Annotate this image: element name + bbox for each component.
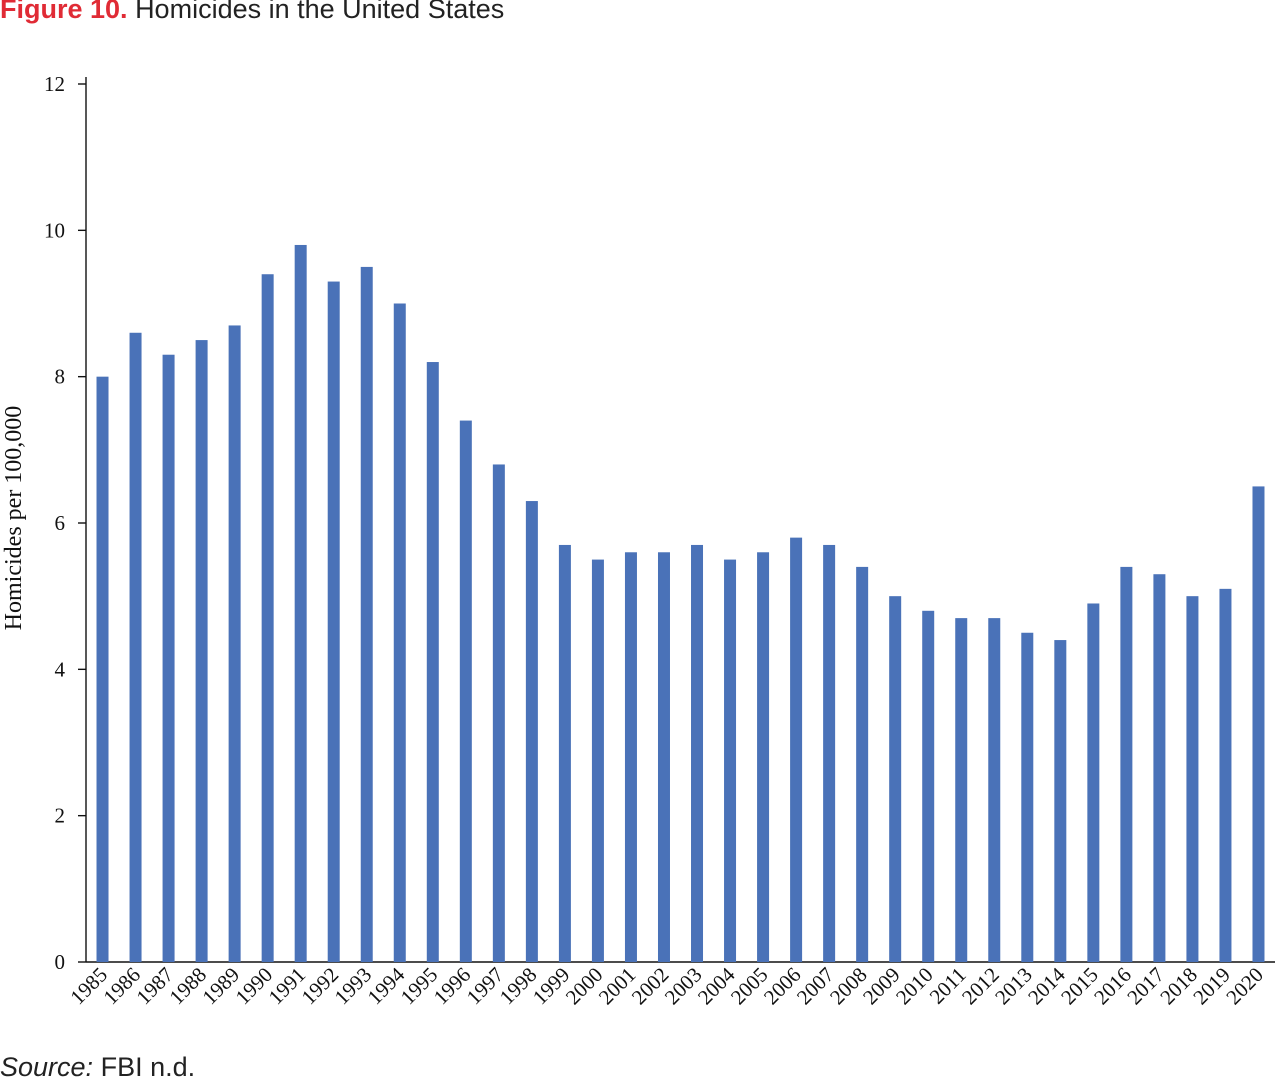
- bar-1997: [492, 464, 505, 962]
- bar-1990: [261, 274, 274, 962]
- source-label: Source:: [0, 1052, 94, 1082]
- bar-1989: [228, 325, 241, 962]
- bar-1993: [360, 266, 373, 963]
- bar-2010: [922, 610, 935, 962]
- source-note: Source: FBI n.d.: [0, 1052, 195, 1083]
- y-tick-label: 2: [55, 804, 66, 828]
- figure-title-text: Homicides in the United States: [135, 0, 505, 24]
- bar-2003: [691, 544, 704, 962]
- y-axis: 0 2 4 6 8 10 12: [44, 72, 87, 974]
- bar-2000: [591, 559, 604, 962]
- bar-1988: [195, 340, 208, 962]
- bar-2005: [757, 552, 770, 962]
- bar-2012: [988, 618, 1001, 962]
- bar-1985: [96, 376, 109, 963]
- bar-1998: [525, 501, 538, 962]
- bar-2013: [1021, 632, 1034, 962]
- bar-2001: [624, 552, 637, 962]
- bar-2016: [1120, 566, 1133, 962]
- y-tick-label: 12: [44, 72, 65, 96]
- bar-1995: [426, 362, 439, 962]
- bar-1999: [558, 544, 571, 962]
- bar-2002: [657, 552, 670, 962]
- y-tick-label: 10: [44, 218, 65, 242]
- bar-2009: [889, 596, 902, 962]
- figure-number: Figure 10.: [0, 0, 128, 24]
- bar-2006: [790, 537, 803, 962]
- bar-2004: [724, 559, 737, 962]
- figure-title: Figure 10. Homicides in the United State…: [0, 0, 504, 25]
- bar-1992: [327, 281, 340, 962]
- bar-2007: [823, 544, 836, 962]
- bar-2019: [1219, 588, 1232, 962]
- bar-2015: [1087, 603, 1100, 962]
- bar-2008: [856, 566, 869, 962]
- bar-1987: [162, 354, 175, 962]
- bars: [96, 244, 1265, 963]
- y-tick-label: 4: [55, 657, 66, 681]
- bar-1994: [393, 303, 406, 962]
- bar-2011: [955, 618, 968, 962]
- y-tick-label: 0: [55, 950, 66, 974]
- bar-2017: [1153, 574, 1166, 962]
- y-axis-title: Homicides per 100,000: [1, 406, 27, 631]
- bar-1991: [294, 244, 307, 962]
- bar-2014: [1054, 640, 1067, 962]
- y-tick-label: 8: [55, 365, 66, 389]
- bar-2020: [1252, 486, 1265, 962]
- y-tick-label: 6: [55, 511, 66, 535]
- bar-1986: [129, 332, 142, 962]
- x-tick-label: 2020: [1221, 963, 1268, 1010]
- source-text: FBI n.d.: [100, 1052, 196, 1082]
- bar-1996: [459, 420, 472, 963]
- x-axis: 1985198619871988198919901991199219931994…: [65, 961, 1275, 1010]
- bar-2018: [1186, 596, 1199, 962]
